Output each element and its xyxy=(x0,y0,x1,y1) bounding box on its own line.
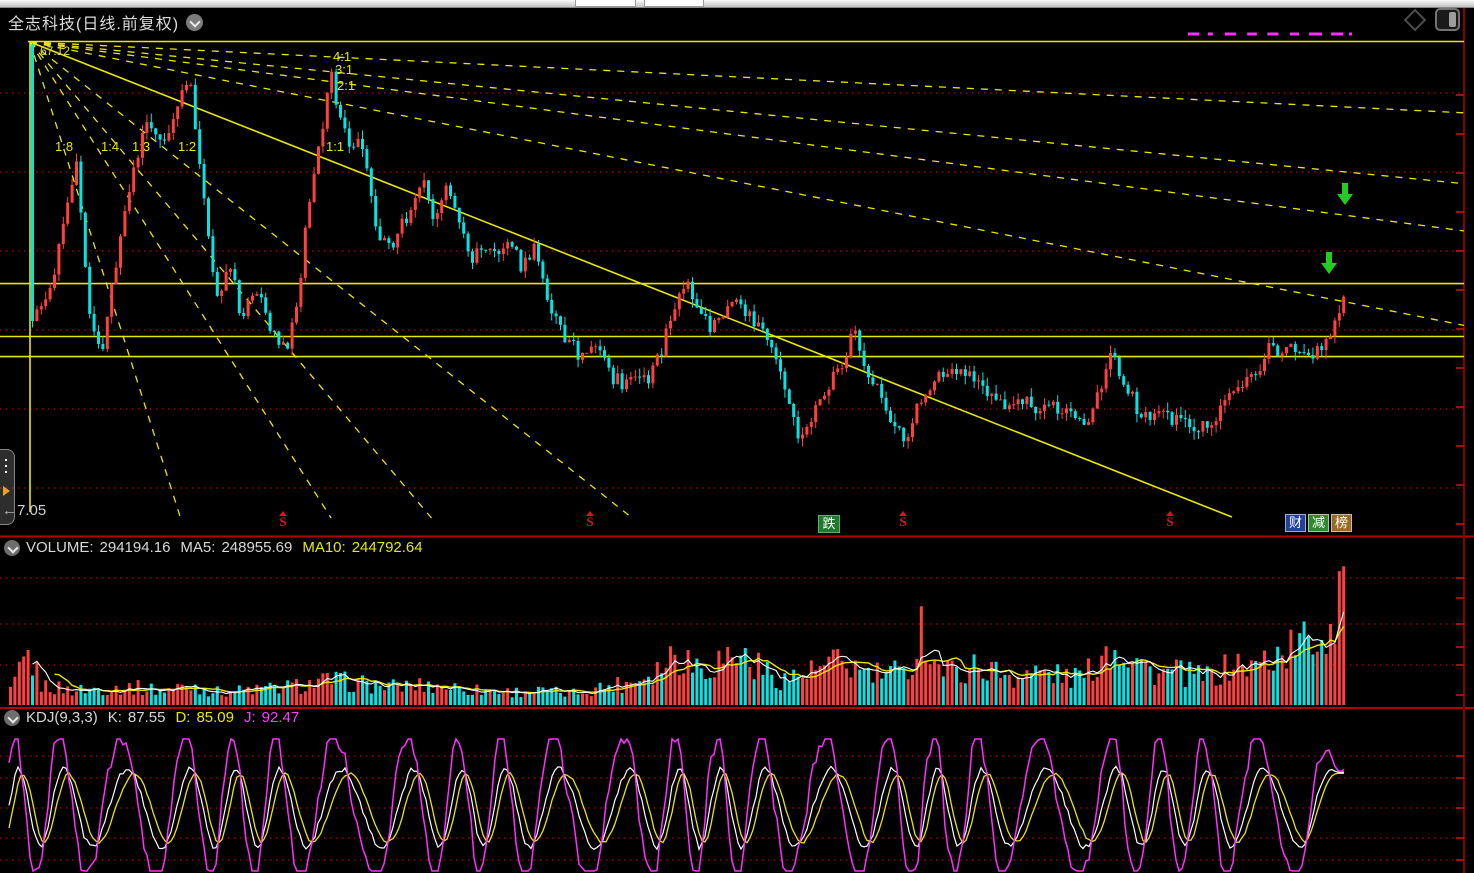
expand-arrow-icon xyxy=(3,486,10,496)
up-triangle-icon xyxy=(1166,511,1174,516)
chevron-down-icon[interactable] xyxy=(186,13,204,31)
s-glyph: S xyxy=(586,514,594,529)
volume-panel-header: VOLUME: 294194.16 MA5: 248955.69 MA10: 2… xyxy=(4,539,423,556)
gann-ratio-label: 1:2 xyxy=(178,139,196,154)
s-glyph: S xyxy=(899,514,907,529)
ma5-label: MA5: xyxy=(180,539,216,556)
j-label: J: xyxy=(243,709,256,726)
kdj-panel-header: KDJ(9,3,3) K: 87.55 D: 85.09 J: 92.47 xyxy=(4,709,299,726)
up-triangle-icon xyxy=(899,511,907,516)
dividend-s-marker[interactable]: S xyxy=(895,511,911,528)
d-label: D: xyxy=(175,709,191,726)
s-glyph: S xyxy=(1166,514,1174,529)
chevron-down-icon[interactable] xyxy=(4,709,20,726)
green-down-arrow-icon xyxy=(1337,183,1353,205)
dividend-s-marker[interactable]: S xyxy=(582,511,598,528)
k-value: 87.55 xyxy=(127,709,166,726)
layout-panel-icon[interactable] xyxy=(1435,8,1460,31)
background-window-tab xyxy=(575,0,636,7)
finance-badge[interactable]: 财 xyxy=(1285,514,1306,532)
gann-origin-price: 67.12 xyxy=(40,44,70,58)
ma10-label: MA10: xyxy=(302,539,346,556)
page-title: 全志科技(日线.前复权) xyxy=(8,16,180,33)
green-down-arrow-icon xyxy=(1321,252,1337,274)
k-label: K: xyxy=(107,709,122,726)
top-right-icons xyxy=(1403,8,1460,31)
gann-low-price-label: ←7.05 xyxy=(2,502,47,519)
chart-title-bar: 全志科技(日线.前复权) xyxy=(8,10,204,34)
s-glyph: S xyxy=(279,514,287,529)
info-badges: 财减榜 xyxy=(1285,514,1352,532)
grip-dots-icon xyxy=(5,459,7,461)
sidebar-handle[interactable] xyxy=(0,449,15,525)
background-window-tab xyxy=(644,0,704,7)
ma10-value: 244792.64 xyxy=(351,539,423,556)
kdj-label: KDJ(9,3,3) xyxy=(26,709,98,726)
gann-ratio-label: 1:8 xyxy=(55,139,73,154)
chevron-down-icon[interactable] xyxy=(4,539,20,556)
gann-ratio-label: 2:1 xyxy=(337,78,355,93)
gann-ratio-label: 1:4 xyxy=(101,139,119,154)
os-taskbar-strip xyxy=(0,0,1474,8)
up-triangle-icon xyxy=(279,511,287,516)
rank-badge[interactable]: 榜 xyxy=(1331,514,1352,532)
die-event-badge[interactable]: 跌 xyxy=(818,515,840,533)
volume-label: VOLUME: xyxy=(26,539,94,556)
gann-ratio-label: 4:1 xyxy=(333,49,351,64)
gann-ratio-label: 3:1 xyxy=(335,62,353,77)
volume-value: 294194.16 xyxy=(99,539,171,556)
d-value: 85.09 xyxy=(196,709,234,726)
ma5-value: 248955.69 xyxy=(221,539,293,556)
dividend-s-marker[interactable]: S xyxy=(275,511,291,528)
dividend-s-marker[interactable]: S xyxy=(1162,511,1178,528)
gann-ratio-label: 1:1 xyxy=(326,139,344,154)
diamond-icon[interactable] xyxy=(1403,8,1427,31)
up-triangle-icon xyxy=(586,511,594,516)
reduce-badge[interactable]: 减 xyxy=(1308,514,1329,532)
j-value: 92.47 xyxy=(261,709,300,726)
